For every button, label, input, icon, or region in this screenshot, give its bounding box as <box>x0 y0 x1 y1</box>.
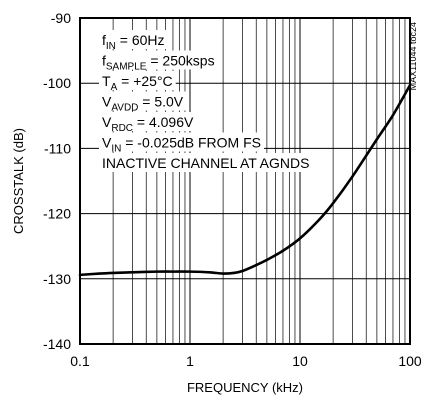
data-point <box>131 271 134 274</box>
x-tick-labels: 0.1 1 10 100 <box>70 353 422 369</box>
test-condition-line: TA = +25°C <box>102 73 173 93</box>
data-series <box>78 83 412 277</box>
y-tick-label: -140 <box>43 336 71 352</box>
note-backdrop <box>99 153 313 172</box>
data-point <box>298 237 302 240</box>
y-tick-label: -90 <box>51 10 71 26</box>
x-tick-label: 1 <box>186 353 194 369</box>
y-tick-label: -120 <box>43 206 71 222</box>
data-point <box>188 270 192 273</box>
data-point <box>265 258 269 262</box>
data-point <box>232 271 235 275</box>
data-point <box>111 271 115 275</box>
x-tick-label: 100 <box>398 353 422 369</box>
note-backdrop <box>99 112 197 131</box>
data-point <box>391 113 395 117</box>
y-axis-title: CROSSTALK (dB) <box>11 128 26 234</box>
data-point <box>331 201 335 205</box>
x-tick-label: 10 <box>292 353 308 369</box>
test-condition-line: INACTIVE CHANNEL AT AGNDS <box>102 155 309 171</box>
y-tick-labels: -90 -100 -110 -120 -130 -140 <box>43 10 71 352</box>
x-tick-label: 0.1 <box>70 353 90 369</box>
note-backdrop <box>99 50 218 70</box>
test-condition-line: fIN = 60Hz <box>102 32 165 52</box>
note-backdrop <box>99 71 176 90</box>
part-code-label: MAX11044 toc24 <box>408 22 418 90</box>
data-point <box>221 272 225 275</box>
data-point <box>208 271 211 274</box>
note-backdrop <box>99 91 187 111</box>
test-condition-line: fSAMPLE = 250ksps <box>102 53 215 73</box>
data-point <box>375 138 379 141</box>
data-point <box>281 249 285 252</box>
y-tick-label: -110 <box>44 140 71 156</box>
note-backdrop <box>99 132 264 152</box>
data-point <box>155 270 159 273</box>
test-condition-line: VIN = -0.025dB FROM FS <box>102 135 261 155</box>
plot-frame <box>79 17 411 345</box>
test-condition-line: VRDC = 4.096V <box>102 114 194 134</box>
y-tick-label: -130 <box>43 271 71 287</box>
data-point <box>171 270 175 273</box>
note-backdrop <box>99 30 168 49</box>
test-condition-line: VAVDD = 5.0V <box>102 94 184 114</box>
data-point <box>98 272 101 275</box>
x-axis-title: FREQUENCY (kHz) <box>187 380 303 395</box>
data-point <box>255 263 258 267</box>
data-point <box>318 218 321 221</box>
data-point <box>351 175 354 178</box>
data-point <box>241 269 244 273</box>
y-tick-label: -100 <box>43 75 71 91</box>
